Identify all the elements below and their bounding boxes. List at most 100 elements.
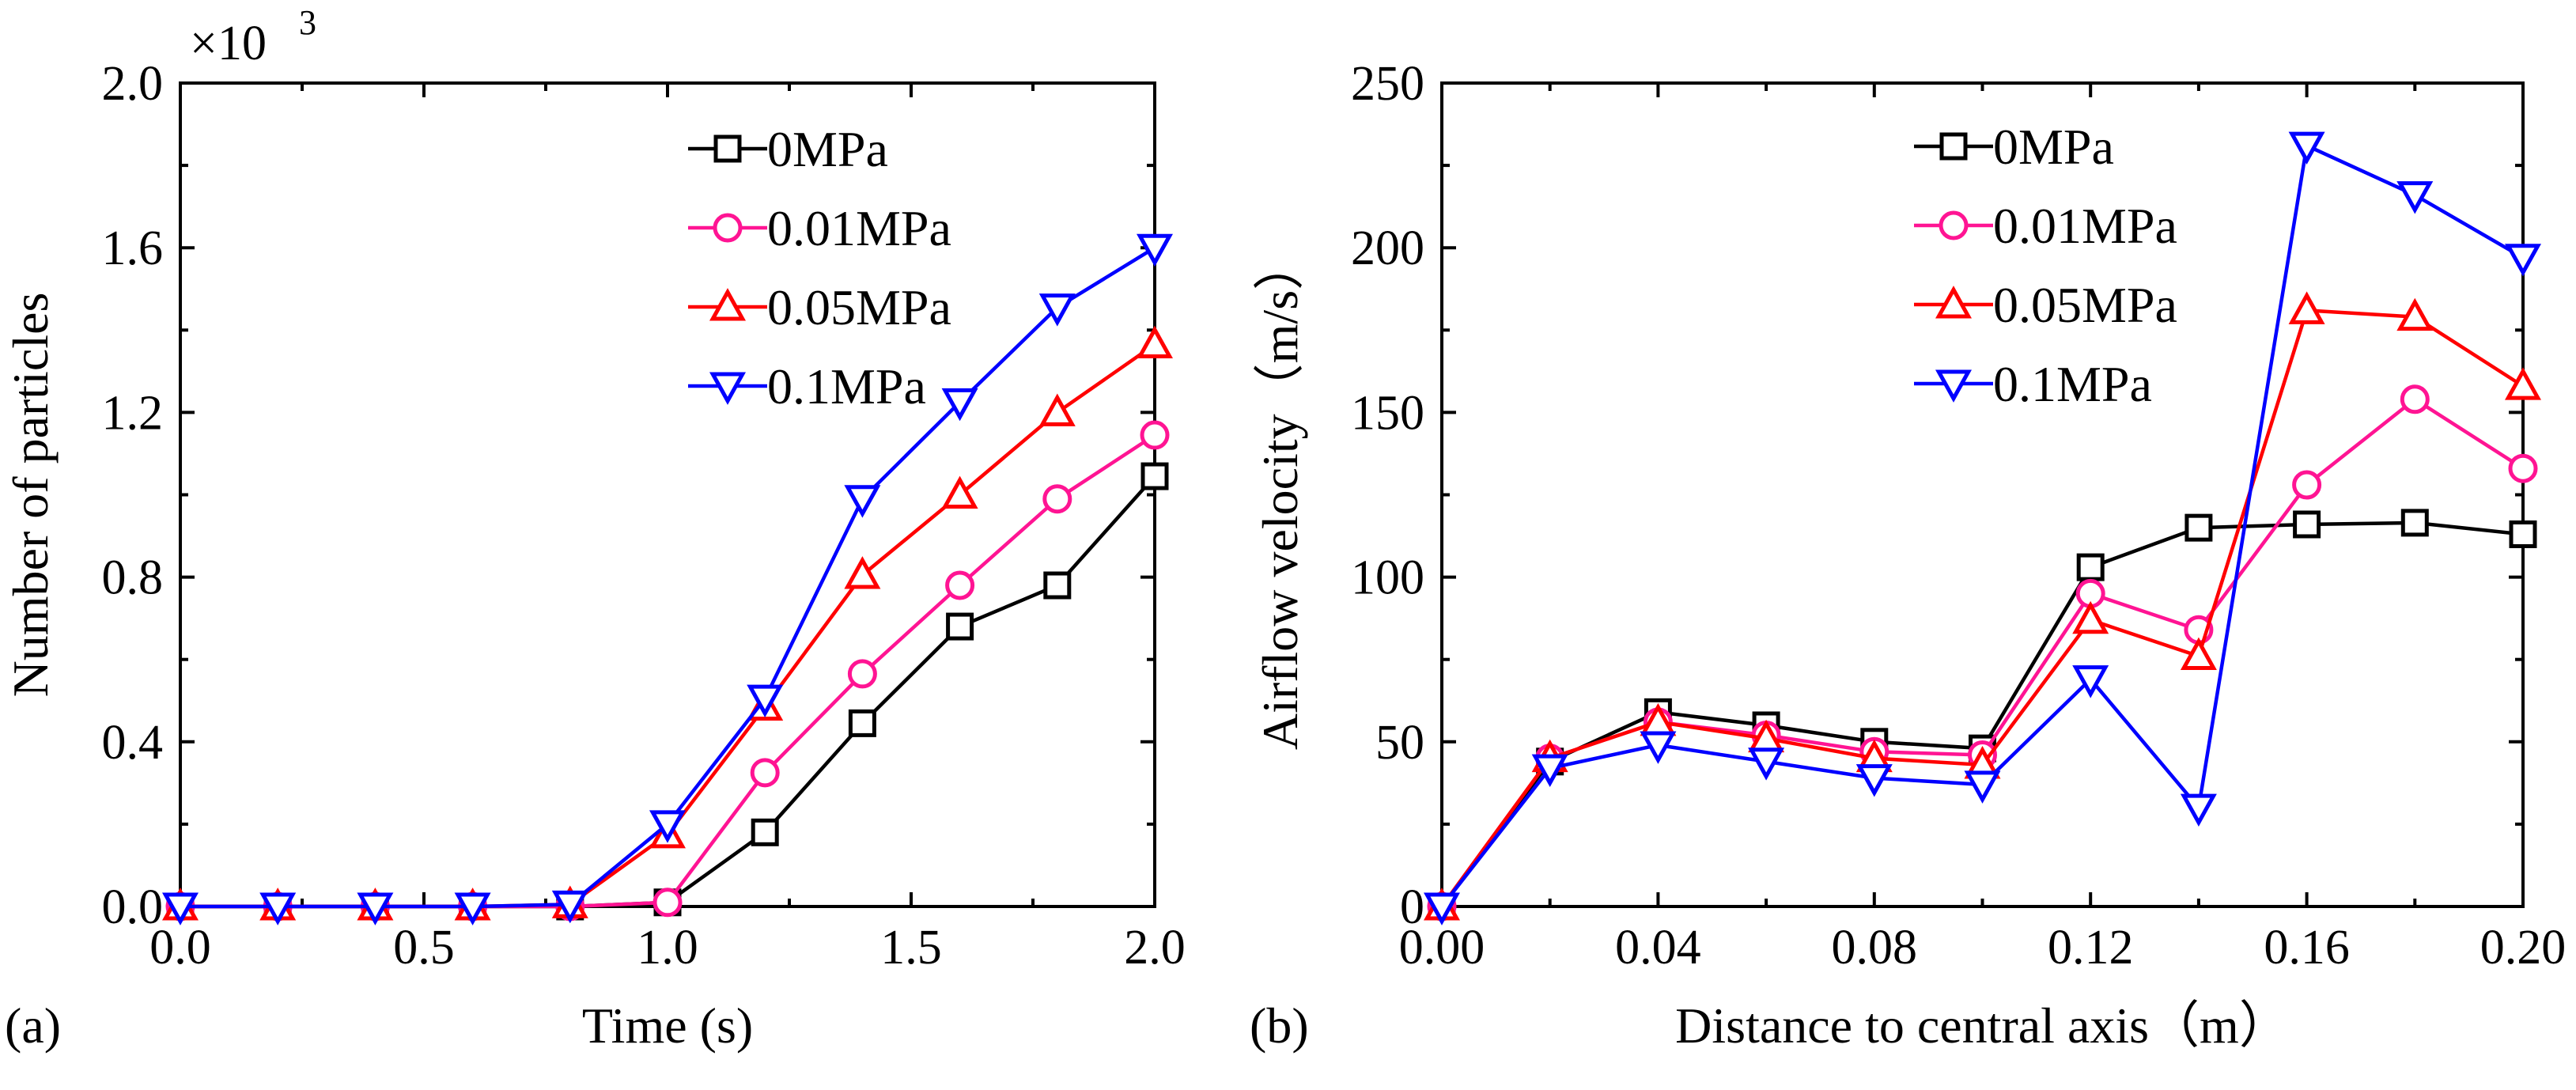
legend-label: 0.1MPa: [1993, 356, 2152, 412]
data-point: [2293, 510, 2321, 539]
data-point: [2076, 553, 2105, 581]
data-point: [1137, 325, 1173, 359]
x-tick-label: 0.16: [2264, 921, 2350, 975]
data-point: [1043, 571, 1072, 600]
legend-marker: [1939, 132, 1968, 161]
data-point: [2288, 291, 2325, 324]
legend-marker: [1935, 286, 1972, 319]
data-point: [2180, 793, 2217, 827]
data-point: [945, 570, 975, 600]
data-point: [844, 556, 881, 589]
data-point: [750, 758, 780, 788]
data-point: [848, 709, 876, 737]
y-tick-label: 250: [1351, 57, 1424, 111]
data-point: [751, 818, 779, 846]
x-tick-label: 0.00: [1399, 921, 1485, 975]
panel-b-chart: 0.00 0.04 0.08 0.12 0.16 0.20 0 50 100 150 200 250 0…: [1250, 57, 2566, 1054]
data-point: [357, 892, 394, 925]
x-tick-label: 1.0: [637, 921, 698, 975]
data-point: [2505, 367, 2541, 400]
data-point: [2072, 600, 2109, 634]
data-point: [2400, 384, 2430, 414]
series-line: [1440, 308, 2525, 908]
legend-marker: [1935, 369, 1972, 403]
legend-label: 0MPa: [767, 121, 888, 177]
data-point: [1042, 484, 1072, 514]
data-point: [2505, 244, 2541, 277]
y-multiplier-exponent: 3: [299, 3, 316, 42]
panel-label: (b): [1250, 997, 1309, 1054]
legend-marker: [713, 213, 743, 243]
legend-marker: [713, 134, 742, 163]
y-tick-label: 0.4: [102, 716, 164, 770]
series-0.01MPa: [1427, 384, 2538, 922]
legend-label: 0MPa: [1993, 119, 2114, 175]
legend-marker: [709, 372, 746, 405]
series-0.1MPa: [1424, 131, 2541, 925]
y-tick-label: 1.2: [102, 386, 164, 440]
data-point: [847, 659, 877, 689]
x-axis-title: Distance to central axis（m）: [1675, 997, 2290, 1054]
y-axis-title: Airflow velocity（m/s）: [1252, 240, 1308, 750]
x-tick-label: 0.5: [393, 921, 455, 975]
legend-marker: [709, 288, 746, 321]
data-point: [2396, 297, 2434, 331]
legend-label: 0.05MPa: [767, 279, 951, 335]
data-point: [1137, 233, 1173, 267]
legend: 0MPa 0.01MPa 0.05MPa 0.1MPa: [1914, 119, 2177, 412]
data-point: [1531, 754, 1568, 788]
data-point: [653, 888, 683, 918]
x-tick-label: 0.08: [1832, 921, 1918, 975]
x-tick-label: 1.5: [880, 921, 942, 975]
data-point: [941, 475, 978, 509]
data-point: [551, 890, 588, 924]
y-tick-label: 150: [1351, 386, 1424, 440]
data-point: [1140, 462, 1169, 490]
legend-label: 0.05MPa: [1993, 277, 2177, 333]
legend-marker: [1939, 210, 1969, 240]
data-point: [1640, 731, 1677, 764]
y-tick-label: 1.6: [102, 221, 164, 275]
legend-label: 0.1MPa: [767, 358, 926, 414]
x-tick-label: 0.20: [2480, 921, 2567, 975]
panel-a-chart: 0.0 0.5 1.0 1.5 2.0 0.0 0.4 0.8 1.2 1.6 2.0 0MPa 0.0…: [2, 3, 1186, 1054]
data-point: [2072, 665, 2109, 698]
data-point: [946, 612, 974, 641]
data-point: [1424, 892, 1460, 925]
series-line: [1440, 520, 2524, 908]
series-line: [180, 246, 1156, 909]
panel-label: (a): [5, 997, 61, 1054]
data-point: [1964, 770, 2001, 804]
data-point: [2180, 637, 2217, 671]
data-point: [2396, 181, 2434, 214]
y-tick-label: 100: [1351, 551, 1424, 605]
data-point: [649, 810, 686, 843]
data-point: [259, 892, 297, 925]
data-point: [454, 892, 491, 925]
data-point: [2509, 520, 2537, 548]
data-point: [1140, 420, 1170, 450]
data-point: [1038, 293, 1076, 327]
y-tick-label: 0.0: [102, 880, 164, 934]
series-0.1MPa: [162, 233, 1173, 925]
x-tick-label: 0.12: [2048, 921, 2134, 975]
series-0.05MPa: [1424, 291, 2541, 921]
data-point: [2508, 453, 2538, 483]
x-tick-label: 0.0: [149, 921, 211, 975]
data-point: [747, 684, 784, 718]
data-point: [2400, 509, 2429, 537]
y-tick-label: 2.0: [102, 57, 164, 111]
data-point: [2184, 513, 2213, 542]
y-tick-label: 0: [1400, 880, 1424, 934]
data-point: [1748, 747, 1785, 781]
legend: 0MPa 0.01MPa 0.05MPa 0.1MPa: [688, 121, 951, 414]
plot-frame: [179, 81, 1156, 908]
legend-label: 0.01MPa: [767, 200, 951, 256]
legend-label: 0.01MPa: [1993, 198, 2177, 254]
x-tick-label: 2.0: [1124, 921, 1186, 975]
x-axis-title: Time (s): [582, 997, 753, 1054]
y-tick-label: 200: [1351, 221, 1424, 275]
x-tick-label: 0.04: [1615, 921, 1701, 975]
series-0MPa: [1428, 509, 2537, 921]
